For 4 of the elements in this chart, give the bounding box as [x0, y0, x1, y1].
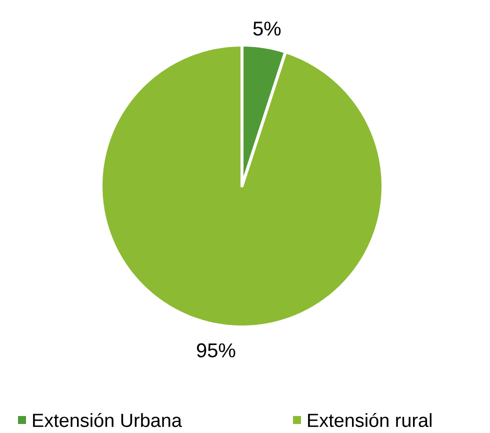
legend-label: Extensión rural	[308, 412, 432, 428]
data-label: 5%	[253, 22, 281, 36]
data-label: 95%	[196, 343, 236, 358]
legend-label: Extensión Urbana	[33, 412, 182, 428]
